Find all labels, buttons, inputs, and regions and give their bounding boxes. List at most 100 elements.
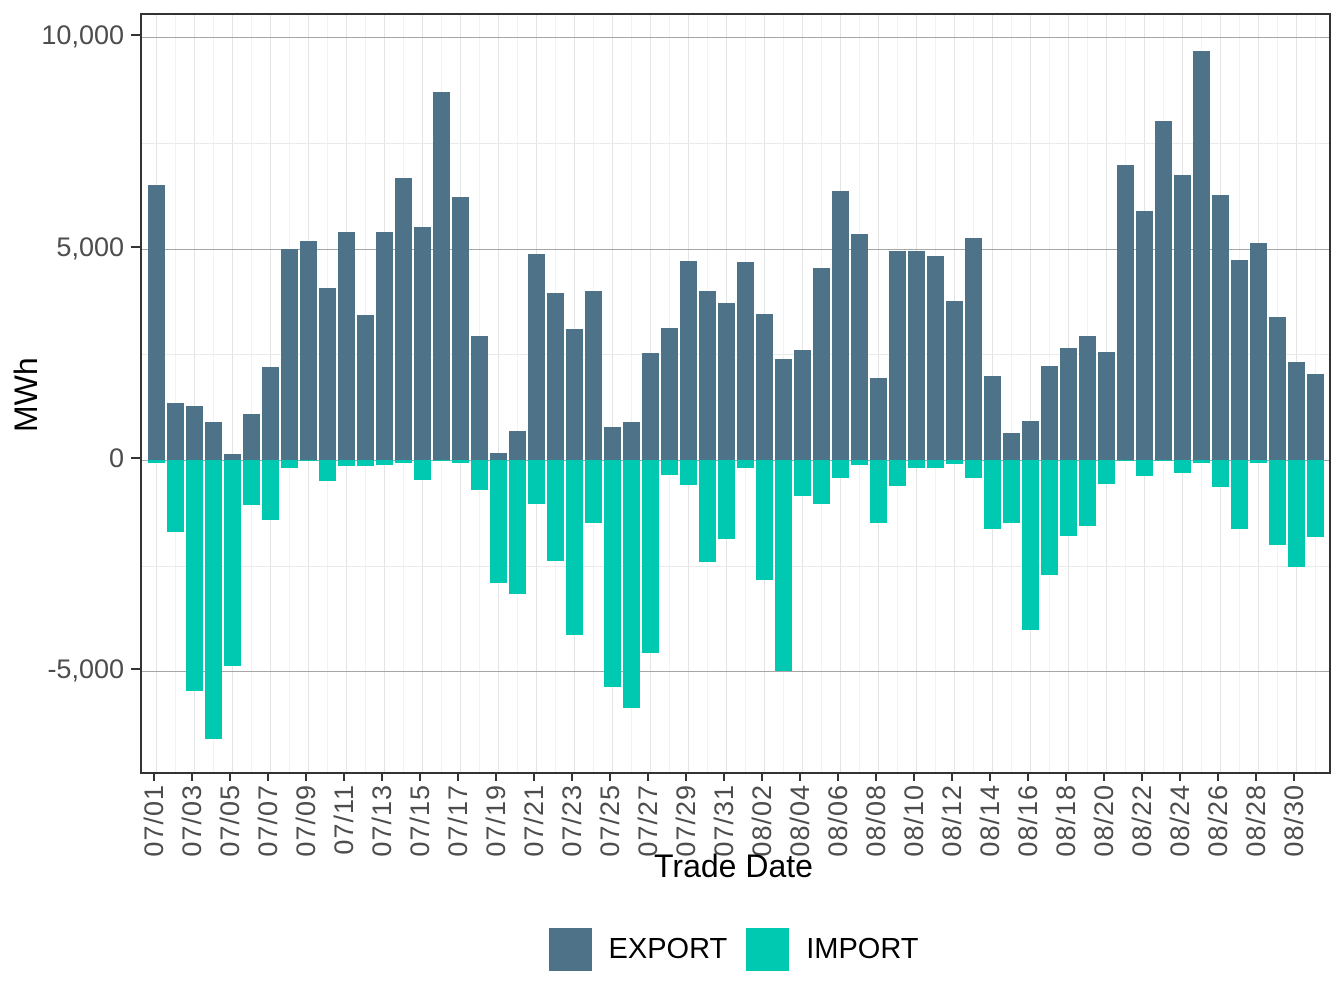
export-bar: [1040, 365, 1058, 460]
minor-gridline: [142, 354, 1329, 356]
export-bar: [1268, 317, 1286, 460]
x-tick-mark: [1293, 772, 1295, 781]
vertical-gridline: [498, 15, 499, 772]
y-tick-label: 5,000: [56, 231, 124, 262]
export-bar: [1230, 259, 1248, 460]
import-bar: [774, 460, 792, 672]
export-bar: [1021, 420, 1039, 460]
export-bar: [432, 91, 450, 460]
x-tick-label: 08/04: [785, 784, 815, 857]
export-bar: [755, 314, 773, 460]
export-bar: [983, 376, 1001, 460]
x-tick-label: 08/16: [1013, 784, 1043, 857]
import-bar: [1097, 460, 1115, 484]
vertical-gridline: [232, 15, 233, 772]
vertical-gridline: [194, 15, 195, 772]
legend-swatch-export-icon: [548, 928, 592, 971]
y-tick-mark: [131, 34, 140, 37]
export-bar: [489, 452, 507, 460]
import-bar: [1211, 460, 1229, 488]
import-bar: [622, 460, 640, 708]
import-bar: [812, 460, 830, 504]
export-bar: [679, 260, 697, 460]
import-bar: [660, 460, 678, 476]
legend-swatch-import-icon: [746, 928, 790, 971]
import-bar: [736, 460, 754, 468]
x-tick-mark: [1027, 772, 1029, 781]
major-gridline: [142, 460, 1329, 461]
import-bar: [147, 460, 165, 463]
export-bar: [261, 367, 279, 460]
import-bar: [793, 460, 811, 497]
x-tick-mark: [609, 772, 611, 781]
vertical-gridline: [213, 15, 214, 772]
export-bar: [698, 291, 716, 460]
x-tick-mark: [875, 772, 877, 781]
export-bar: [964, 237, 982, 460]
export-bar: [850, 233, 868, 460]
import-bar: [907, 460, 925, 469]
export-bar: [622, 422, 640, 460]
import-bar: [204, 460, 222, 739]
x-tick-label: 08/30: [1279, 784, 1309, 857]
export-bar: [1002, 432, 1020, 460]
import-bar: [1135, 460, 1153, 476]
import-bar: [1021, 460, 1039, 630]
x-tick-mark: [457, 772, 459, 781]
x-tick-mark: [1065, 772, 1067, 781]
import-bar: [489, 460, 507, 583]
x-tick-label: 07/17: [443, 784, 473, 857]
plot-panel: [140, 13, 1331, 774]
export-bar: [394, 178, 412, 460]
export-bar: [1097, 351, 1115, 460]
import-bar: [223, 460, 241, 666]
export-bar: [1211, 195, 1229, 460]
import-bar: [603, 460, 621, 688]
x-tick-mark: [381, 772, 383, 781]
x-tick-mark: [951, 772, 953, 781]
x-tick-mark: [799, 772, 801, 781]
import-bar: [850, 460, 868, 465]
legend-label-export: EXPORT: [608, 933, 728, 965]
x-tick-label: 08/08: [861, 784, 891, 857]
import-bar: [679, 460, 697, 486]
minor-gridline: [142, 565, 1329, 567]
export-bar: [1078, 336, 1096, 460]
major-gridline: [142, 671, 1329, 673]
x-axis-title: Trade Date: [654, 848, 813, 884]
export-bar: [508, 430, 526, 460]
x-tick-label: 08/24: [1165, 784, 1195, 857]
export-bar: [242, 413, 260, 460]
import-bar: [527, 460, 545, 505]
export-bar: [1192, 50, 1210, 460]
export-bar: [888, 250, 906, 460]
import-bar: [166, 460, 184, 532]
x-tick-label: 07/31: [709, 784, 739, 857]
export-bar: [793, 349, 811, 460]
export-bar: [1059, 348, 1077, 460]
import-bar: [983, 460, 1001, 529]
import-bar: [964, 460, 982, 479]
import-bar: [926, 460, 944, 468]
vertical-gridline: [251, 15, 252, 772]
x-tick-label: 07/25: [595, 784, 625, 857]
export-bar: [413, 227, 431, 460]
export-bar: [584, 291, 602, 460]
x-tick-label: 07/19: [481, 784, 511, 857]
import-bar: [1002, 460, 1020, 523]
export-bar: [907, 251, 925, 460]
vertical-gridline: [175, 15, 176, 772]
import-bar: [641, 460, 659, 653]
y-tick-label: -5,000: [47, 654, 124, 685]
export-bar: [565, 328, 583, 460]
import-bar: [1040, 460, 1058, 575]
import-bar: [717, 460, 735, 540]
import-bar: [1059, 460, 1077, 537]
x-tick-label: 08/28: [1241, 784, 1271, 857]
x-tick-label: 08/12: [937, 784, 967, 857]
import-bar: [394, 460, 412, 464]
import-bar: [470, 460, 488, 490]
x-tick-mark: [1103, 772, 1105, 781]
import-bar: [280, 460, 298, 469]
